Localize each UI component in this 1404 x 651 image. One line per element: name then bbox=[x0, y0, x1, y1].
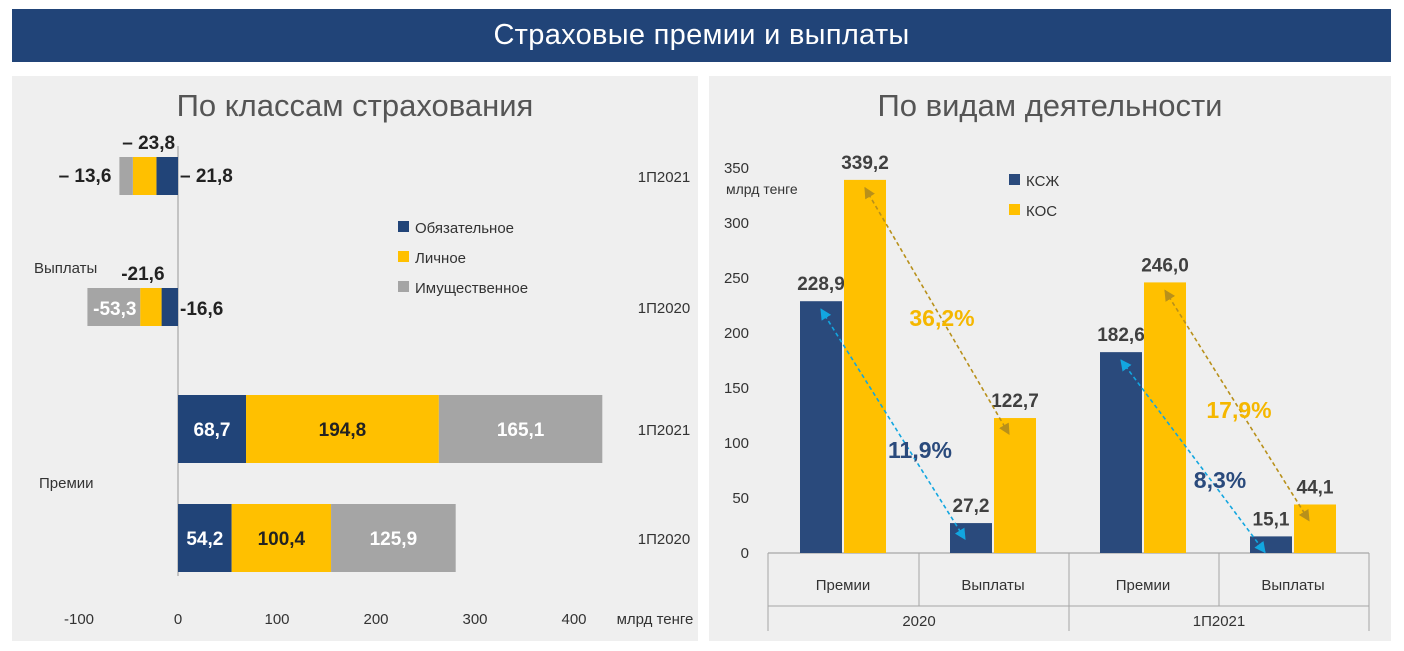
growth-annotation: 36,2% bbox=[909, 305, 974, 331]
category-label: Премии bbox=[816, 577, 871, 594]
x-axis-label: млрд тенге bbox=[617, 611, 694, 628]
y-tick-label: 350 bbox=[724, 160, 749, 177]
bar-segment-Личное bbox=[132, 157, 157, 195]
bar-КСЖ bbox=[950, 523, 992, 553]
legend-swatch bbox=[398, 281, 409, 292]
growth-annotation: 17,9% bbox=[1206, 397, 1271, 423]
chart-title: По видам деятельности bbox=[878, 88, 1223, 123]
growth-arrow bbox=[1120, 359, 1266, 554]
data-label: -21,6 bbox=[121, 264, 164, 285]
growth-arrow bbox=[820, 308, 966, 541]
bar-segment-Имущественное bbox=[438, 395, 603, 463]
group-label: Премии bbox=[39, 475, 94, 492]
insurance-classes-panel: По классам страхования -100 0 100 200 300 400 м… bbox=[12, 76, 698, 641]
x-tick-label: 400 bbox=[561, 611, 586, 628]
data-label: 27,2 bbox=[953, 496, 990, 517]
bar-КСЖ bbox=[800, 301, 842, 553]
x-tick-label: 100 bbox=[264, 611, 289, 628]
legend-label: Имущественное bbox=[415, 280, 528, 297]
legend-label: Личное bbox=[415, 250, 466, 267]
data-label: – 21,8 bbox=[180, 166, 233, 187]
y-tick-label: 100 bbox=[724, 435, 749, 452]
data-label: -16,6 bbox=[180, 299, 223, 320]
x-tick-label: 300 bbox=[462, 611, 487, 628]
bar-segment-Обязательное bbox=[161, 288, 178, 326]
bar-КОС bbox=[1294, 504, 1336, 553]
data-label: 54,2 bbox=[186, 529, 223, 550]
data-label: 246,0 bbox=[1141, 255, 1189, 276]
data-label: 122,7 bbox=[991, 391, 1039, 412]
bar-segment-Личное bbox=[246, 395, 439, 463]
group-label: 1П2021 bbox=[1193, 613, 1246, 630]
period-label: 1П2021 bbox=[638, 422, 691, 439]
data-label: 194,8 bbox=[319, 420, 367, 441]
bar-КОС bbox=[994, 418, 1036, 553]
data-label: 44,1 bbox=[1297, 477, 1334, 498]
legend-swatch bbox=[398, 221, 409, 232]
bar-КСЖ bbox=[1250, 536, 1292, 553]
data-label: 125,9 bbox=[370, 529, 418, 550]
x-tick-label: 0 bbox=[174, 611, 182, 628]
legend-label: Обязательное bbox=[415, 220, 514, 237]
data-label: 339,2 bbox=[841, 153, 889, 174]
data-label: 228,9 bbox=[797, 274, 845, 295]
legend-label: КОС bbox=[1026, 203, 1057, 220]
bar-segment-Имущественное bbox=[87, 288, 141, 326]
y-tick-label: 0 bbox=[741, 545, 749, 562]
group-label: 2020 bbox=[902, 613, 935, 630]
period-label: 1П2020 bbox=[638, 300, 691, 317]
category-label: Выплаты bbox=[1261, 577, 1324, 594]
legend-swatch bbox=[1009, 174, 1020, 185]
growth-annotation: 11,9% bbox=[888, 437, 952, 463]
chart-title: По классам страхования bbox=[177, 88, 534, 123]
period-label: 1П2021 bbox=[638, 169, 691, 186]
y-tick-label: 200 bbox=[724, 325, 749, 342]
data-label: 68,7 bbox=[194, 420, 231, 441]
bar-segment-Личное bbox=[231, 504, 332, 572]
legend-label: КСЖ bbox=[1026, 173, 1059, 190]
activity-types-chart: По видам деятельности 0 50 100 150 200 250 300 3… bbox=[724, 88, 1370, 631]
bar-segment-Имущественное bbox=[331, 504, 456, 572]
bar-segment-Имущественное bbox=[119, 157, 133, 195]
group-label: Выплаты bbox=[34, 260, 97, 277]
y-tick-label: 300 bbox=[724, 215, 749, 232]
page-title-banner: Страховые премии и выплаты bbox=[12, 9, 1391, 62]
bar-КОС bbox=[844, 179, 886, 553]
data-label: 165,1 bbox=[497, 420, 545, 441]
y-tick-label: 50 bbox=[732, 490, 749, 507]
y-tick-label: 150 bbox=[724, 380, 749, 397]
legend-swatch bbox=[1009, 204, 1020, 215]
data-label: 182,6 bbox=[1097, 325, 1145, 346]
x-tick-label: 200 bbox=[363, 611, 388, 628]
bar-segment-Обязательное bbox=[156, 157, 178, 195]
data-label: -53,3 bbox=[93, 299, 136, 320]
category-label: Выплаты bbox=[961, 577, 1024, 594]
data-label: – 23,8 bbox=[122, 133, 175, 154]
x-tick-label: -100 bbox=[64, 611, 94, 628]
data-label: – 13,6 bbox=[59, 166, 112, 187]
page-title: Страховые премии и выплаты bbox=[493, 19, 910, 51]
insurance-classes-chart: По классам страхования -100 0 100 200 300 400 м… bbox=[34, 88, 694, 628]
bar-segment-Обязательное bbox=[178, 395, 247, 463]
data-label: 100,4 bbox=[258, 529, 306, 550]
activity-types-panel: По видам деятельности 0 50 100 150 200 250 300 3… bbox=[709, 76, 1391, 641]
bar-segment-Личное bbox=[140, 288, 162, 326]
y-tick-label: 250 bbox=[724, 270, 749, 287]
data-label: 15,1 bbox=[1253, 509, 1290, 530]
period-label: 1П2020 bbox=[638, 531, 691, 548]
category-label: Премии bbox=[1116, 577, 1171, 594]
legend-swatch bbox=[398, 251, 409, 262]
bar-КСЖ bbox=[1100, 352, 1142, 553]
growth-annotation: 8,3% bbox=[1194, 467, 1246, 493]
y-axis-label: млрд тенге bbox=[726, 181, 798, 197]
bar-segment-Обязательное bbox=[178, 504, 232, 572]
